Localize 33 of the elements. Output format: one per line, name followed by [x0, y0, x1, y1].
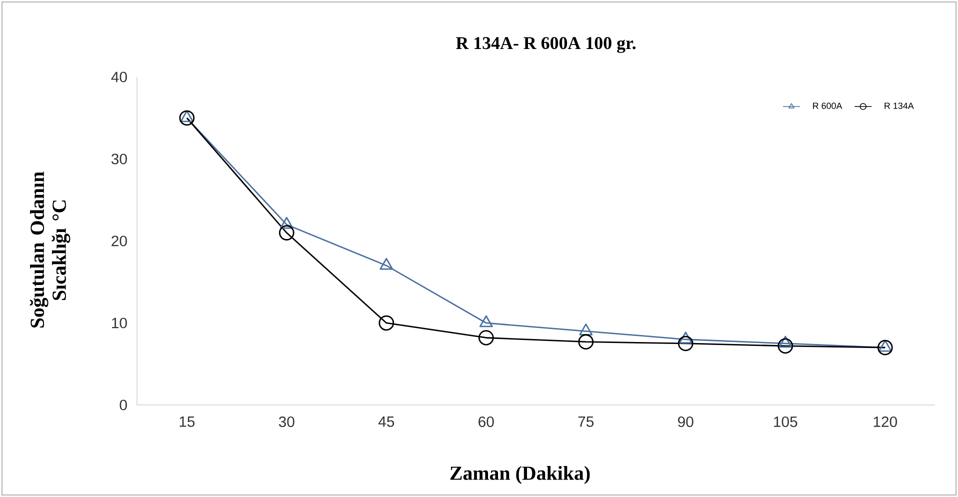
- x-tick-label: 15: [180, 416, 195, 427]
- point: [278, 225, 294, 240]
- x-tick-label: 105: [774, 416, 798, 428]
- point: [579, 324, 593, 336]
- point: [877, 340, 893, 356]
- x-tick-label: 75: [578, 416, 594, 427]
- legend-label: R 600A: [813, 102, 842, 109]
- point: [378, 315, 394, 331]
- y-tick-label: 40: [111, 72, 127, 82]
- point: [380, 258, 394, 270]
- point: [778, 336, 792, 348]
- point: [678, 336, 694, 352]
- point: [180, 110, 194, 122]
- y-tick-label: 10: [112, 318, 127, 328]
- x-tick-label: 60: [478, 416, 494, 428]
- y-tick-label: 30: [111, 154, 127, 164]
- x-axis-title: Zaman (Dakika): [450, 466, 590, 484]
- point: [678, 332, 692, 344]
- x-tick-label: 120: [874, 416, 897, 428]
- point: [280, 216, 294, 229]
- point: [479, 315, 493, 328]
- x-tick-label: 30: [278, 416, 294, 428]
- y-axis-title: Soğutulan Odanın Sıcaklığı °C: [30, 172, 70, 328]
- point: [878, 340, 892, 352]
- point: [478, 330, 494, 346]
- x-tick-label: 45: [378, 416, 394, 427]
- y-tick-label: 0: [120, 400, 127, 410]
- x-tick-label: 90: [678, 416, 694, 428]
- point: [778, 338, 794, 354]
- chart-title: R 134A- R 600A 100 gr.: [456, 37, 636, 53]
- legend-label: R 134A: [884, 102, 914, 109]
- y-tick-label: 20: [112, 236, 127, 246]
- point: [578, 334, 594, 350]
